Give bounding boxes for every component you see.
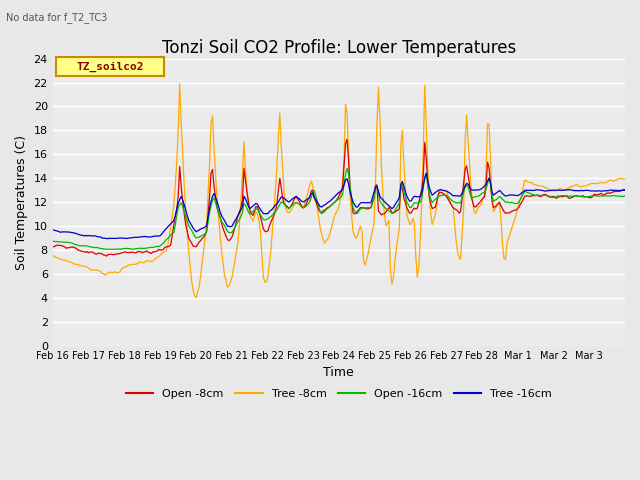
Title: Tonzi Soil CO2 Profile: Lower Temperatures: Tonzi Soil CO2 Profile: Lower Temperatur…	[162, 39, 516, 57]
Text: No data for f_T2_TC3: No data for f_T2_TC3	[6, 12, 108, 23]
Y-axis label: Soil Temperatures (C): Soil Temperatures (C)	[15, 135, 28, 270]
FancyBboxPatch shape	[56, 57, 164, 76]
Legend: Open -8cm, Tree -8cm, Open -16cm, Tree -16cm: Open -8cm, Tree -8cm, Open -16cm, Tree -…	[121, 385, 556, 404]
Text: TZ_soilco2: TZ_soilco2	[76, 61, 143, 72]
X-axis label: Time: Time	[323, 366, 354, 380]
